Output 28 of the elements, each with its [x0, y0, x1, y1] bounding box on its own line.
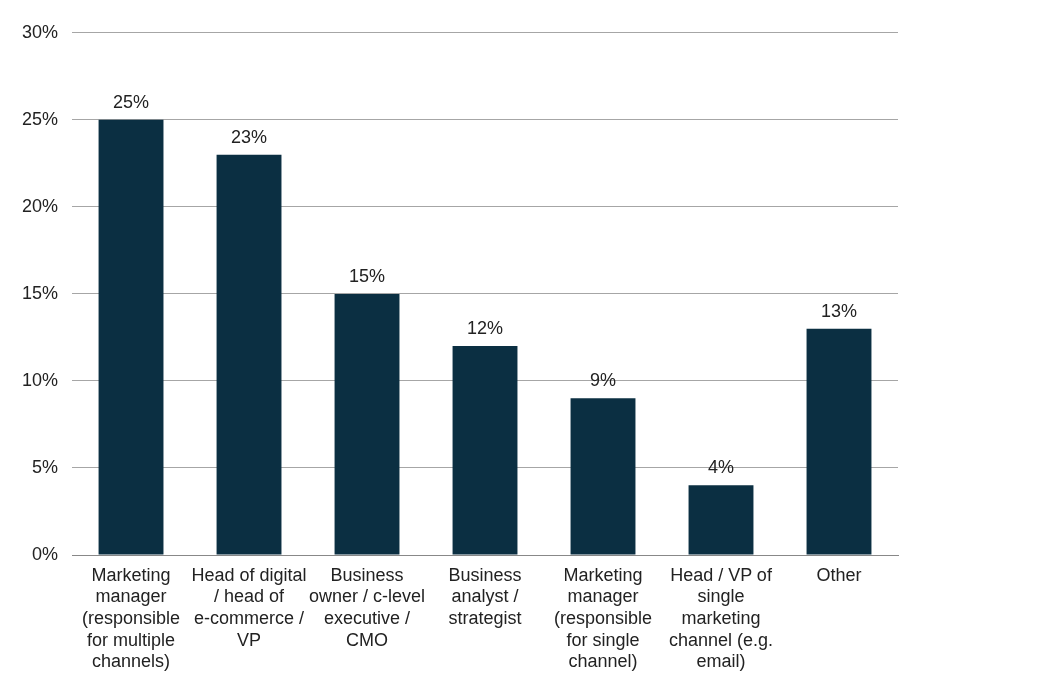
data-label: 25%: [113, 91, 150, 112]
x-tick-label: Head / VP of single marketing channel (e.g. email): [668, 564, 774, 672]
y-tick-label: 0%: [32, 543, 59, 564]
data-label: 23%: [231, 126, 268, 147]
bar: [688, 485, 754, 555]
y-tick-label: 5%: [32, 456, 59, 477]
bar: [98, 119, 164, 555]
bar: [334, 293, 400, 555]
data-label: 9%: [590, 370, 617, 391]
x-tick-label: Marketing manager (responsible for multiple channels): [81, 564, 181, 672]
data-label: 15%: [349, 265, 386, 286]
bar: [452, 346, 518, 555]
data-label: 4%: [708, 457, 735, 478]
y-tick-label: 15%: [22, 282, 59, 303]
data-label: 13%: [820, 300, 858, 321]
y-tick-label: 20%: [22, 195, 59, 216]
x-tick-label: Marketing manager (responsible for single channel): [553, 564, 653, 672]
y-tick-label: 25%: [22, 108, 59, 129]
bar: [570, 398, 636, 555]
y-tick-label: 10%: [22, 369, 59, 390]
y-tick-label: 30%: [22, 21, 59, 42]
x-tick-label: Business owner / c-level executive / CMO: [308, 564, 426, 650]
bar: [806, 328, 872, 555]
x-tick-label: Other: [816, 564, 862, 585]
x-tick-label: Business analyst / strategist: [448, 564, 522, 628]
data-label: 12%: [467, 318, 504, 339]
x-tick-label: Head of digital / head of e-commerce / VP: [191, 564, 307, 650]
bar: [216, 154, 282, 555]
